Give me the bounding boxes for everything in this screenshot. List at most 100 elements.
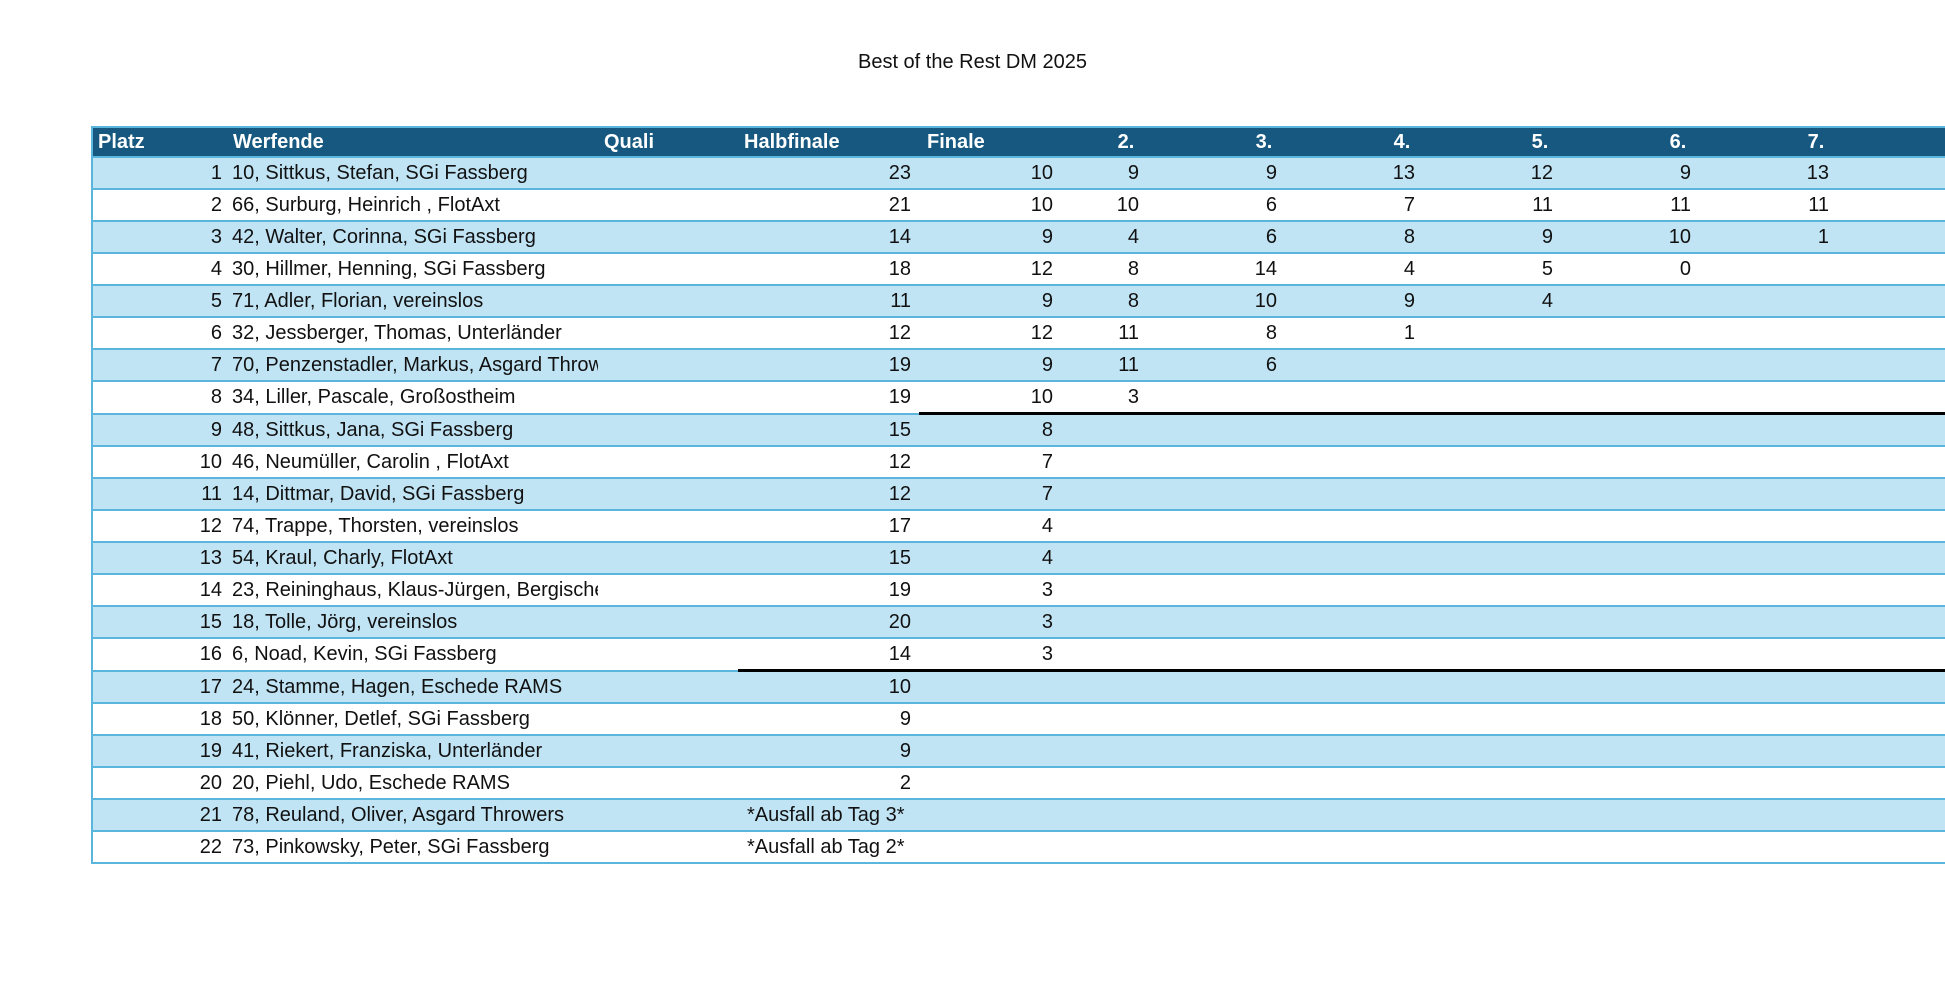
cell-round-7 xyxy=(1747,316,1885,350)
cell-finale: 9 xyxy=(919,348,1057,382)
cell-round-8 xyxy=(1885,734,1945,768)
cell-round-6 xyxy=(1609,284,1747,318)
cell-round-3 xyxy=(1195,830,1333,864)
cell-round-5: 4 xyxy=(1471,284,1609,318)
table-row: 2 66, Surburg, Heinrich , FlotAxt 21 10 10 6 7… xyxy=(92,188,1945,222)
cell-round-6 xyxy=(1609,605,1747,639)
cell-round-4 xyxy=(1333,766,1471,800)
cell-round-2 xyxy=(1057,830,1195,864)
cell-round-2: 11 xyxy=(1057,316,1195,350)
table-row: 6 32, Jessberger, Thomas, Unterländer 12 12… xyxy=(92,316,1945,350)
cell-quali xyxy=(598,734,738,768)
cell-werfende: 32, Jessberger, Thomas, Unterländer xyxy=(228,316,598,350)
header-round-6: 6. xyxy=(1669,130,1687,153)
cell-note: *Ausfall ab Tag 3* xyxy=(738,798,919,832)
cell-round-3 xyxy=(1195,798,1333,832)
cell-werfende: 30, Hillmer, Henning, SGi Fassberg xyxy=(228,252,598,286)
cell-werfende: 70, Penzenstadler, Markus, Asgard Throwe… xyxy=(228,348,598,382)
cell-finale xyxy=(919,669,1057,704)
cell-round-6 xyxy=(1609,316,1747,350)
cell-quali xyxy=(598,766,738,800)
cell-round-6 xyxy=(1609,573,1747,607)
cell-round-5 xyxy=(1471,702,1609,736)
cell-platz: 6 xyxy=(92,316,228,350)
cell-round-7: 11 xyxy=(1747,188,1885,222)
cell-round-5 xyxy=(1471,477,1609,511)
page-title: Best of the Rest DM 2025 xyxy=(857,51,1087,73)
cell-round-2 xyxy=(1057,637,1195,672)
cell-round-8 xyxy=(1885,284,1945,318)
cell-round-3: 8 xyxy=(1195,316,1333,350)
cell-werfende: 78, Reuland, Oliver, Asgard Throwers xyxy=(228,798,598,832)
cell-platz: 8 xyxy=(92,380,228,415)
cell-werfende: 41, Riekert, Franziska, Unterländer xyxy=(228,734,598,768)
cell-finale: 10 xyxy=(919,380,1057,415)
cell-round-3 xyxy=(1195,541,1333,575)
cell-round-5 xyxy=(1471,798,1609,832)
cell-round-3 xyxy=(1195,669,1333,704)
cell-round-6 xyxy=(1609,348,1747,382)
cell-platz: 21 xyxy=(92,798,228,832)
cell-round-5 xyxy=(1471,509,1609,543)
table-row: 19 41, Riekert, Franziska, Unterländer 9 xyxy=(92,734,1945,768)
cell-platz: 16 xyxy=(92,637,228,672)
cell-werfende: 24, Stamme, Hagen, Eschede RAMS xyxy=(228,669,598,704)
cell-finale: 4 xyxy=(919,541,1057,575)
cell-round-5: 5 xyxy=(1471,252,1609,286)
cell-round-7 xyxy=(1747,252,1885,286)
cell-quali xyxy=(598,380,738,415)
cell-round-5 xyxy=(1471,734,1609,768)
cell-round-2 xyxy=(1057,412,1195,447)
cell-round-2: 9 xyxy=(1057,156,1195,190)
cell-round-3 xyxy=(1195,412,1333,447)
cell-round-2: 11 xyxy=(1057,348,1195,382)
cell-round-8 xyxy=(1885,605,1945,639)
cell-round-8 xyxy=(1885,766,1945,800)
cell-quali xyxy=(598,669,738,704)
cell-round-3: 14 xyxy=(1195,252,1333,286)
header-round-5: 5. xyxy=(1531,130,1549,153)
cell-werfende: 50, Klönner, Detlef, SGi Fassberg xyxy=(228,702,598,736)
cell-round-5 xyxy=(1471,445,1609,479)
cell-halbfinale: 21 xyxy=(738,188,919,222)
cell-werfende: 23, Reininghaus, Klaus-Jürgen, Bergische xyxy=(228,573,598,607)
cell-round-4 xyxy=(1333,605,1471,639)
cell-round-3 xyxy=(1195,477,1333,511)
cell-round-5 xyxy=(1471,637,1609,672)
cell-finale: 12 xyxy=(919,252,1057,286)
table-row: 15 18, Tolle, Jörg, vereinslos 20 3 xyxy=(92,605,1945,639)
cell-round-2 xyxy=(1057,798,1195,832)
cell-halbfinale: 12 xyxy=(738,445,919,479)
cell-platz: 20 xyxy=(92,766,228,800)
cell-round-4: 8 xyxy=(1333,220,1471,254)
cell-round-3 xyxy=(1195,702,1333,736)
cell-werfende: 34, Liller, Pascale, Großostheim xyxy=(228,380,598,415)
cell-round-4 xyxy=(1333,669,1471,704)
cell-platz: 11 xyxy=(92,477,228,511)
cell-round-6 xyxy=(1609,798,1747,832)
cell-halbfinale: 9 xyxy=(738,734,919,768)
cell-round-4 xyxy=(1333,412,1471,447)
cell-werfende: 73, Pinkowsky, Peter, SGi Fassberg xyxy=(228,830,598,864)
cell-quali xyxy=(598,220,738,254)
header-round-2: 2. xyxy=(1117,130,1135,153)
cell-round-8 xyxy=(1885,348,1945,382)
cell-platz: 17 xyxy=(92,669,228,704)
cell-round-4 xyxy=(1333,830,1471,864)
cell-platz: 1 xyxy=(92,156,228,190)
table-row: 16 6, Noad, Kevin, SGi Fassberg 14 3 xyxy=(92,637,1945,672)
cell-round-4 xyxy=(1333,380,1471,415)
cell-round-2 xyxy=(1057,702,1195,736)
cell-round-6 xyxy=(1609,509,1747,543)
cell-round-6 xyxy=(1609,445,1747,479)
cell-round-3 xyxy=(1195,509,1333,543)
cell-round-8: 12 xyxy=(1885,156,1945,190)
cell-finale: 3 xyxy=(919,573,1057,607)
table-row: 11 14, Dittmar, David, SGi Fassberg 12 7 xyxy=(92,477,1945,511)
cell-platz: 13 xyxy=(92,541,228,575)
cell-round-3 xyxy=(1195,734,1333,768)
cell-round-4: 13 xyxy=(1333,156,1471,190)
cell-round-5 xyxy=(1471,316,1609,350)
table-row: 9 48, Sittkus, Jana, SGi Fassberg 15 8 xyxy=(92,412,1945,447)
cell-round-2 xyxy=(1057,541,1195,575)
